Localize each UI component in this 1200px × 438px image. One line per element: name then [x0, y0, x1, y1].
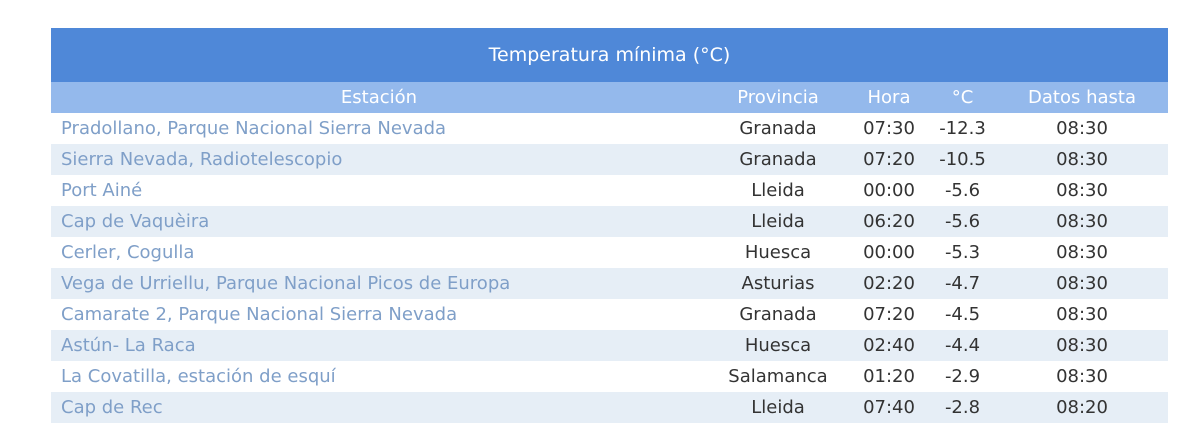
time-cell: 06:20: [863, 211, 915, 232]
table-title: Temperatura mínima (°C): [51, 28, 1168, 82]
temperature-cell: -5.3: [944, 242, 981, 263]
data-until-cell: 08:30: [1056, 304, 1108, 325]
temperature-cell: -2.9: [944, 366, 981, 387]
column-header-station[interactable]: Estación: [340, 87, 418, 108]
station-link[interactable]: Camarate 2, Parque Nacional Sierra Nevad…: [61, 304, 458, 325]
temperature-cell: -12.3: [939, 118, 986, 139]
data-until-cell: 08:30: [1056, 118, 1108, 139]
station-link[interactable]: Cap de Rec: [61, 397, 163, 418]
column-header-temperature[interactable]: °C: [951, 87, 974, 108]
column-header-time[interactable]: Hora: [867, 87, 911, 108]
temperature-cell: -10.5: [939, 149, 986, 170]
table-row: Port Ainé Lleida 00:00 -5.6 08:30: [51, 175, 1168, 206]
province-cell: Granada: [739, 149, 817, 170]
temperature-cell: -4.7: [944, 273, 981, 294]
time-cell: 01:20: [863, 366, 915, 387]
station-link[interactable]: Sierra Nevada, Radiotelescopio: [61, 149, 343, 170]
table-row: Cerler, Cogulla Huesca 00:00 -5.3 08:30: [51, 237, 1168, 268]
data-until-cell: 08:30: [1056, 149, 1108, 170]
column-header-province[interactable]: Provincia: [737, 87, 819, 108]
station-link[interactable]: La Covatilla, estación de esquí: [61, 366, 336, 387]
table-row: Pradollano, Parque Nacional Sierra Nevad…: [51, 113, 1168, 144]
data-until-cell: 08:30: [1056, 366, 1108, 387]
data-until-cell: 08:20: [1056, 397, 1108, 418]
data-until-cell: 08:30: [1056, 211, 1108, 232]
station-link[interactable]: Cerler, Cogulla: [61, 242, 195, 263]
time-cell: 07:20: [863, 304, 915, 325]
header-row: Estación Provincia Hora °C Datos hasta: [51, 82, 1168, 113]
min-temperature-table-widget: Temperatura mínima (°C) Estación Provinc…: [51, 28, 1168, 423]
time-cell: 02:20: [863, 273, 915, 294]
time-cell: 00:00: [863, 242, 915, 263]
table-row: Camarate 2, Parque Nacional Sierra Nevad…: [51, 299, 1168, 330]
table-row: Sierra Nevada, Radiotelescopio Granada 0…: [51, 144, 1168, 175]
province-cell: Lleida: [751, 397, 805, 418]
province-cell: Granada: [739, 304, 817, 325]
station-link[interactable]: Cap de Vaquèira: [61, 211, 210, 232]
table-row: Cap de Rec Lleida 07:40 -2.8 08:20: [51, 392, 1168, 423]
time-cell: 07:40: [863, 397, 915, 418]
data-until-cell: 08:30: [1056, 242, 1108, 263]
table-row: Vega de Urriellu, Parque Nacional Picos …: [51, 268, 1168, 299]
province-cell: Granada: [739, 118, 817, 139]
time-cell: 02:40: [863, 335, 915, 356]
temperature-cell: -5.6: [944, 211, 981, 232]
province-cell: Lleida: [751, 211, 805, 232]
data-table: Estación Provincia Hora °C Datos hasta P…: [51, 82, 1168, 423]
province-cell: Huesca: [744, 335, 812, 356]
province-cell: Huesca: [744, 242, 812, 263]
table-row: Astún- La Raca Huesca 02:40 -4.4 08:30: [51, 330, 1168, 361]
time-cell: 00:00: [863, 180, 915, 201]
temperature-cell: -4.5: [944, 304, 981, 325]
data-until-cell: 08:30: [1056, 273, 1108, 294]
station-link[interactable]: Port Ainé: [61, 180, 143, 201]
province-cell: Lleida: [751, 180, 805, 201]
temperature-cell: -4.4: [944, 335, 981, 356]
table-row: La Covatilla, estación de esquí Salamanc…: [51, 361, 1168, 392]
province-cell: Asturias: [741, 273, 815, 294]
data-until-cell: 08:30: [1056, 335, 1108, 356]
temperature-cell: -2.8: [944, 397, 981, 418]
data-until-cell: 08:30: [1056, 180, 1108, 201]
temperature-cell: -5.6: [944, 180, 981, 201]
station-link[interactable]: Astún- La Raca: [61, 335, 196, 356]
province-cell: Salamanca: [728, 366, 828, 387]
column-header-data-until[interactable]: Datos hasta: [1028, 87, 1136, 108]
table-row: Cap de Vaquèira Lleida 06:20 -5.6 08:30: [51, 206, 1168, 237]
station-link[interactable]: Vega de Urriellu, Parque Nacional Picos …: [61, 273, 511, 294]
station-link[interactable]: Pradollano, Parque Nacional Sierra Nevad…: [61, 118, 447, 139]
time-cell: 07:20: [863, 149, 915, 170]
time-cell: 07:30: [863, 118, 915, 139]
